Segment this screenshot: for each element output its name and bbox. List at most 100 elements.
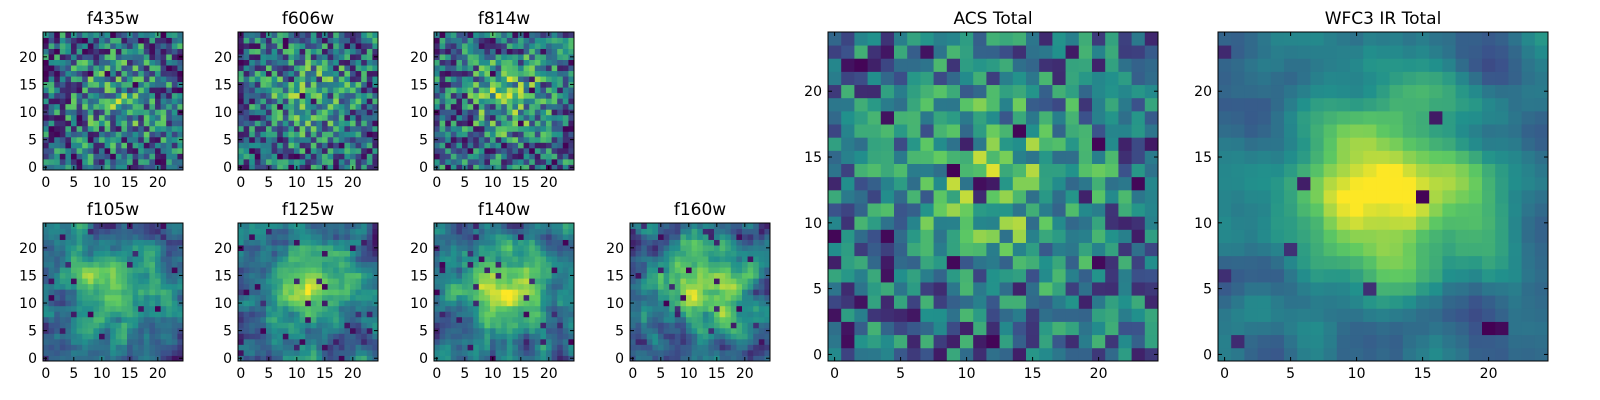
- heatmap-cell: [512, 81, 519, 88]
- heatmap-cell: [143, 289, 150, 296]
- heatmap-cell: [71, 59, 77, 66]
- heatmap-cell: [277, 81, 284, 88]
- heatmap-cell: [1039, 203, 1053, 217]
- heatmap-cell: [266, 311, 272, 318]
- heatmap-cell: [674, 228, 681, 235]
- heatmap-cell: [478, 43, 485, 49]
- heatmap-cell: [260, 109, 267, 116]
- heatmap-cell: [87, 256, 94, 263]
- heatmap-cell: [171, 245, 178, 251]
- heatmap-cell: [697, 344, 704, 351]
- heatmap-cell: [450, 37, 457, 44]
- heatmap-cell: [355, 76, 362, 83]
- heatmap-cell: [658, 250, 664, 257]
- heatmap-cell: [277, 125, 284, 132]
- x-tick-label: 20: [149, 366, 167, 382]
- heatmap-cell: [484, 223, 491, 229]
- heatmap-cell: [82, 92, 89, 99]
- heatmap-cell: [551, 131, 558, 138]
- heatmap-cell: [54, 349, 61, 356]
- heatmap-cell: [166, 70, 173, 77]
- heatmap-cell: [82, 120, 89, 127]
- heatmap-cell: [249, 327, 256, 334]
- heatmap-cell: [495, 311, 502, 318]
- heatmap-cell: [1039, 216, 1053, 230]
- heatmap-cell: [260, 338, 267, 345]
- heatmap-cell: [299, 37, 306, 44]
- heatmap-cell: [946, 163, 961, 178]
- heatmap-cell: [652, 327, 659, 334]
- heatmap-cell: [271, 37, 278, 44]
- heatmap-cell: [82, 103, 89, 110]
- heatmap-cell: [445, 103, 452, 110]
- heatmap-cell: [658, 234, 664, 240]
- heatmap-cell: [529, 158, 536, 165]
- heatmap-cell: [434, 142, 440, 149]
- heatmap-cell: [249, 54, 256, 60]
- heatmap-cell: [138, 355, 145, 362]
- heatmap-cell: [254, 327, 261, 334]
- heatmap-cell: [260, 76, 267, 83]
- heatmap-cell: [372, 70, 379, 77]
- heatmap-cell: [260, 70, 267, 77]
- heatmap-cell: [177, 223, 184, 229]
- heatmap-cell: [920, 282, 934, 296]
- heatmap-cell: [467, 311, 474, 318]
- heatmap-cell: [93, 327, 100, 334]
- heatmap-cell: [266, 305, 272, 312]
- heatmap-cell: [933, 229, 948, 243]
- heatmap-cell: [523, 114, 530, 121]
- heatmap-cell: [160, 289, 167, 296]
- heatmap-cell: [691, 278, 698, 285]
- heatmap-cell: [93, 234, 100, 240]
- heatmap-cell: [702, 261, 709, 268]
- heatmap-cell: [54, 59, 61, 66]
- heatmap-cell: [467, 87, 474, 94]
- heatmap-cell: [445, 147, 452, 154]
- heatmap-cell: [518, 114, 524, 121]
- heatmap-cell: [82, 109, 89, 116]
- heatmap-cell: [540, 322, 547, 329]
- heatmap-cell: [48, 120, 55, 127]
- heatmap-cell: [439, 147, 446, 154]
- heatmap-cell: [104, 114, 111, 121]
- heatmap-cell: [450, 87, 457, 94]
- heatmap-cell: [506, 125, 513, 132]
- heatmap-cell: [506, 300, 513, 307]
- heatmap-cell: [254, 81, 261, 88]
- heatmap-cell: [310, 48, 317, 55]
- heatmap-cell: [540, 114, 547, 121]
- heatmap-cell: [366, 109, 373, 116]
- heatmap-cell: [104, 223, 111, 229]
- heatmap-cell: [753, 228, 760, 235]
- heatmap-cell: [546, 147, 552, 154]
- heatmap-cell: [366, 136, 373, 143]
- heatmap-cell: [132, 278, 139, 285]
- heatmap-cell: [646, 223, 653, 229]
- heatmap-cell: [305, 278, 312, 285]
- heatmap-cell: [132, 70, 139, 77]
- heatmap-cell: [568, 234, 575, 240]
- heatmap-cell: [828, 216, 842, 230]
- heatmap-cell: [316, 228, 323, 235]
- heatmap-cell: [635, 322, 642, 329]
- heatmap-cell: [338, 223, 345, 229]
- heatmap-cell: [76, 267, 83, 274]
- heatmap-cell: [1026, 189, 1040, 204]
- heatmap-cell: [546, 245, 552, 251]
- heatmap-cell: [333, 59, 340, 66]
- heatmap-cell: [249, 125, 256, 132]
- heatmap-cell: [730, 344, 737, 351]
- heatmap-cell: [742, 256, 748, 263]
- heatmap-cell: [299, 256, 306, 263]
- heatmap-cell: [43, 294, 49, 301]
- heatmap-cell: [450, 147, 457, 154]
- heatmap-cell: [54, 333, 61, 340]
- heatmap-cell: [361, 300, 368, 307]
- heatmap-cell: [478, 81, 485, 88]
- heatmap-cell: [434, 316, 440, 323]
- heatmap-cell: [143, 267, 150, 274]
- heatmap-cell: [1092, 189, 1106, 204]
- heatmap-cell: [686, 289, 692, 296]
- heatmap-cell: [282, 76, 289, 83]
